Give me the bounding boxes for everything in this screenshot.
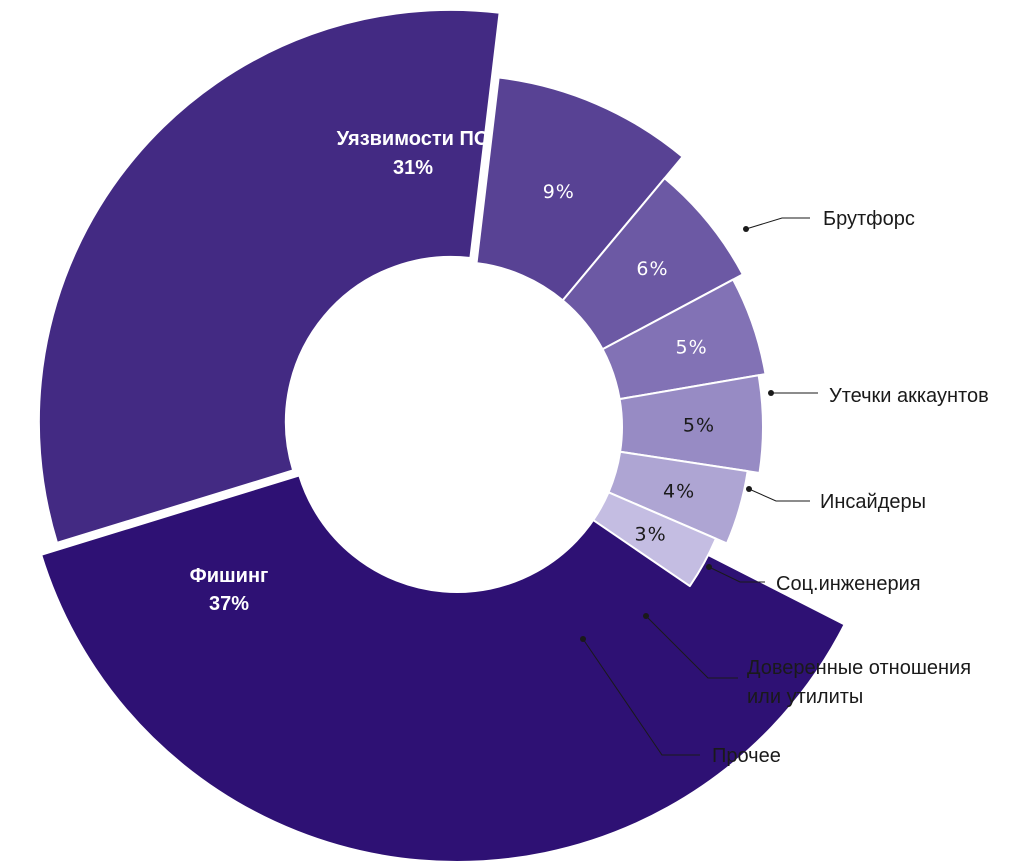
slice-bruteforce [475, 76, 684, 302]
leader-line-other [582, 638, 700, 756]
slice-phishing [40, 474, 846, 862]
leader-line-social-engineering [708, 566, 765, 583]
leader-dot-account-leaks [768, 390, 774, 396]
slice-label-software-vulnerabilities: Уязвимости ПО [337, 128, 490, 150]
category-label-bruteforce: Брутфорс [823, 208, 915, 230]
leader-line-trusted-relations [645, 615, 738, 679]
category-label-trusted-relations-line-1: Доверенные отношения [747, 657, 971, 679]
leader-dot-insiders [746, 486, 752, 492]
leader-dot-bruteforce [743, 226, 749, 232]
slice-value-account-leaks: 6% [636, 258, 668, 280]
slice-value-software-vulnerabilities: 31% [393, 157, 433, 179]
slice-software-vulnerabilities [37, 8, 501, 544]
category-label-other: Прочее [712, 745, 781, 767]
slice-account-leaks [561, 177, 744, 351]
slice-value-other: 3% [635, 524, 667, 546]
slice-insiders [601, 278, 767, 401]
slice-value-trusted-relations: 4% [663, 481, 695, 503]
leader-line-insiders [748, 488, 810, 502]
category-label-insiders: Инсайдеры [820, 491, 926, 513]
category-label-account-leaks: Утечки аккаунтов [829, 385, 989, 407]
slice-trusted-relations [607, 450, 749, 545]
slice-social-engineering [618, 374, 764, 474]
category-label-trusted-relations-line-2: или утилиты [747, 686, 863, 708]
category-label-social-engineering: Соц.инженерия [776, 573, 921, 595]
slice-value-social-engineering: 5% [683, 415, 715, 437]
slice-value-insiders: 5% [676, 337, 708, 359]
leader-line-bruteforce [745, 217, 810, 230]
leader-dot-trusted-relations [643, 613, 649, 619]
slice-value-bruteforce: 9% [543, 181, 575, 203]
leader-dot-other [580, 636, 586, 642]
leader-dot-social-engineering [706, 564, 712, 570]
slice-other [592, 491, 717, 588]
slice-label-phishing: Фишинг [190, 565, 269, 587]
slice-value-phishing: 37% [209, 593, 249, 615]
